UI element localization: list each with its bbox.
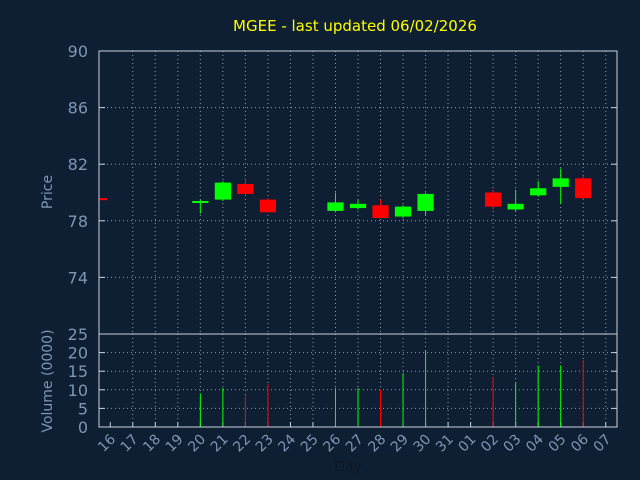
candle-body [214,182,231,200]
x-tick-label: 26 [320,431,344,455]
x-tick-label: 06 [568,431,592,455]
x-tick-label: 28 [365,432,389,456]
price-tick-label: 86 [68,99,88,118]
x-tick-label: 04 [523,431,547,455]
price-tick-label: 78 [68,212,88,231]
candle-body [394,206,412,217]
x-tick-label: 24 [275,431,299,455]
volume-series [199,350,584,427]
volume-plot-frame [98,333,618,428]
candle-body [552,178,569,187]
candle-body [192,200,209,203]
x-tick-labels: 1617181920212223242526272829303101020304… [95,431,614,455]
volume-tick-label: 25 [68,325,88,344]
x-tick-label: 07 [591,432,615,456]
volume-tick-label: 15 [68,362,88,381]
candle-body [507,203,524,210]
price-axis-label: Price [40,175,56,209]
volume-tick-label: 0 [78,418,88,437]
price-tick-label: 74 [68,268,88,287]
candle-body [99,198,107,201]
x-tick-label: 23 [253,432,277,456]
x-tick-label: 01 [456,432,480,456]
candle-body [349,203,367,209]
candle-body [530,188,547,196]
x-tick-label: 20 [185,432,209,456]
x-tick-label: 29 [388,432,412,456]
x-tick-label: 16 [95,431,119,455]
volume-tick-label: 5 [78,399,88,418]
candle-body [237,184,254,194]
x-tick-label: 30 [410,432,434,456]
candle-body [575,178,592,199]
x-tick-label: 25 [298,432,322,456]
volume-axis-label: Volume (0000) [40,329,56,432]
x-tick-label: 31 [433,432,457,456]
x-tick-label: 21 [208,432,232,456]
candle-body [485,192,502,207]
candle-body [259,199,277,213]
volume-tick-label: 20 [68,344,88,363]
x-tick-label: 19 [163,432,187,456]
x-tick-label: 03 [501,432,525,456]
x-tick-label: 18 [140,432,164,456]
chart-title: MGEE - last updated 06/02/2026 [233,17,477,35]
x-tick-label: 22 [230,432,254,456]
candlestick-series [99,168,592,218]
candle-body [417,193,434,211]
candle-body [327,202,344,211]
x-tick-label: 17 [118,432,142,456]
x-tick-label: 27 [343,432,367,456]
price-tick-label: 90 [68,42,88,61]
x-tick-label: 02 [478,432,502,456]
x-axis-label: Day [334,459,362,475]
price-tick-label: 82 [68,155,88,174]
x-tick-label: 05 [546,432,570,456]
candle-body [372,205,389,218]
volume-tick-label: 10 [68,381,88,400]
